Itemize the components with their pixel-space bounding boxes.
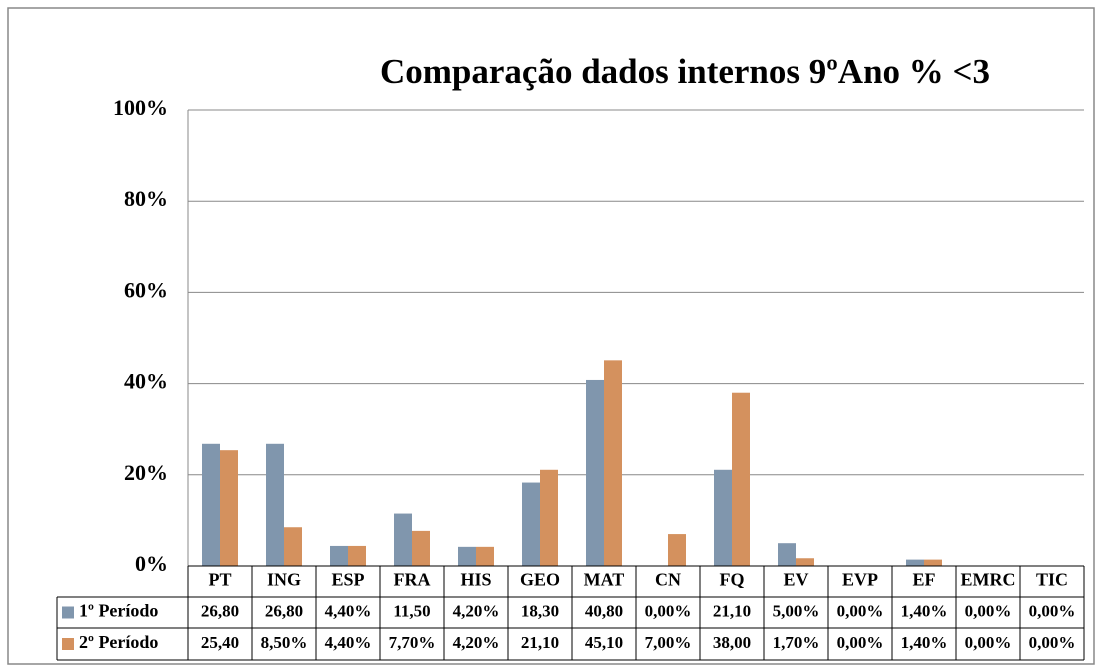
bar bbox=[796, 558, 814, 566]
table-value: 1,40% bbox=[901, 633, 948, 652]
y-tick-label: 100% bbox=[113, 95, 168, 120]
x-tick-label: HIS bbox=[460, 570, 491, 590]
table-value: 4,20% bbox=[453, 633, 500, 652]
bar bbox=[668, 534, 686, 566]
bar bbox=[330, 545, 348, 566]
table-value: 21,10 bbox=[521, 633, 559, 652]
bar bbox=[604, 360, 622, 566]
table-value: 40,80 bbox=[585, 601, 623, 620]
y-tick-label: 40% bbox=[124, 369, 168, 394]
x-tick-label: ING bbox=[267, 570, 301, 590]
x-tick-label: EMRC bbox=[961, 570, 1016, 590]
x-tick-label: EVP bbox=[842, 570, 878, 590]
table-value: 0,00% bbox=[1029, 633, 1076, 652]
bar bbox=[220, 450, 238, 566]
y-tick-label: 60% bbox=[124, 277, 168, 302]
bar bbox=[348, 545, 366, 566]
legend-swatch bbox=[62, 606, 74, 619]
x-tick-label: EV bbox=[783, 570, 808, 590]
x-tick-label: EF bbox=[912, 570, 935, 590]
table-value: 11,50 bbox=[393, 601, 430, 620]
table-value: 0,00% bbox=[1029, 601, 1076, 620]
bar bbox=[714, 469, 732, 566]
y-tick-label: 80% bbox=[124, 186, 168, 211]
table-value: 0,00% bbox=[837, 633, 884, 652]
table-value: 1,70% bbox=[773, 633, 820, 652]
table-value: 0,00% bbox=[965, 633, 1012, 652]
bar bbox=[924, 559, 942, 566]
table-value: 1,40% bbox=[901, 601, 948, 620]
table-value: 26,80 bbox=[201, 601, 239, 620]
table-value: 8,50% bbox=[261, 633, 308, 652]
bar bbox=[540, 469, 558, 566]
bar bbox=[394, 513, 412, 566]
table-value: 4,20% bbox=[453, 601, 500, 620]
bar bbox=[778, 543, 796, 566]
chart-title: Comparação dados internos 9ºAno % <3 bbox=[380, 52, 990, 91]
table-value: 7,70% bbox=[389, 633, 436, 652]
x-tick-label: MAT bbox=[584, 570, 625, 590]
x-tick-label: GEO bbox=[520, 570, 560, 590]
bar bbox=[266, 443, 284, 566]
table-value: 38,00 bbox=[713, 633, 751, 652]
table-value: 26,80 bbox=[265, 601, 303, 620]
table-value: 7,00% bbox=[645, 633, 692, 652]
bar bbox=[906, 559, 924, 566]
legend-swatch bbox=[62, 638, 74, 650]
x-tick-label: FQ bbox=[720, 570, 745, 590]
bar bbox=[412, 530, 430, 566]
y-tick-label: 20% bbox=[124, 460, 168, 485]
bar bbox=[458, 546, 476, 566]
table-value: 25,40 bbox=[201, 633, 239, 652]
x-tick-label: PT bbox=[208, 570, 231, 590]
table-value: 4,40% bbox=[325, 633, 372, 652]
bar bbox=[284, 527, 302, 566]
table-value: 18,30 bbox=[521, 601, 559, 620]
table-value: 4,40% bbox=[325, 601, 372, 620]
table-value: 0,00% bbox=[965, 601, 1012, 620]
bar bbox=[202, 443, 220, 566]
x-tick-label: CN bbox=[655, 570, 681, 590]
x-tick-label: FRA bbox=[394, 570, 431, 590]
table-value: 5,00% bbox=[773, 601, 820, 620]
table-value: 0,00% bbox=[837, 601, 884, 620]
x-tick-label: TIC bbox=[1036, 570, 1068, 590]
bar bbox=[732, 392, 750, 566]
bar bbox=[586, 379, 604, 566]
table-value: 21,10 bbox=[713, 601, 751, 620]
bar bbox=[522, 482, 540, 566]
table-value: 45,10 bbox=[585, 633, 623, 652]
x-tick-label: ESP bbox=[331, 570, 364, 590]
legend-label: 1º Período bbox=[79, 601, 158, 621]
legend-label: 2º Período bbox=[79, 632, 158, 652]
bar bbox=[476, 546, 494, 566]
table-value: 0,00% bbox=[645, 601, 692, 620]
y-tick-label: 0% bbox=[135, 551, 168, 576]
